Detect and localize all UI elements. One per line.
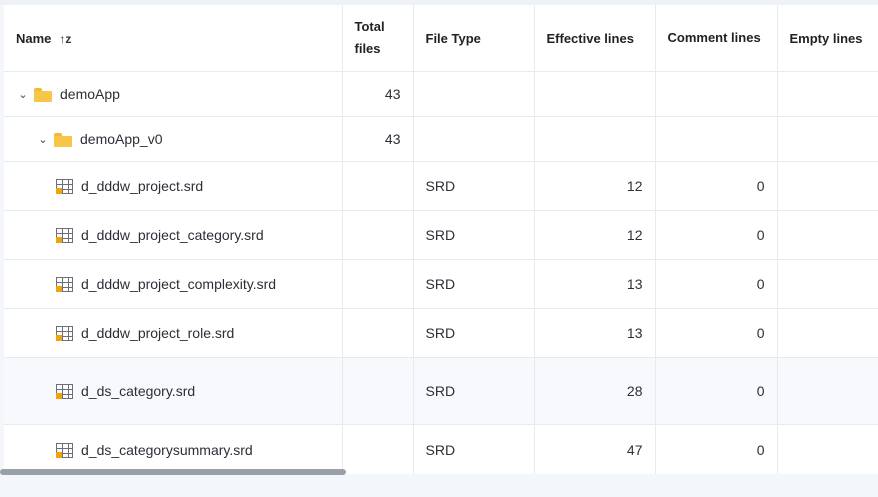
file-stats-table: Name ↑z Total files File Type Effective l… [4, 5, 878, 474]
row-effective-lines: 12 [534, 210, 656, 260]
row-total-files [342, 357, 414, 425]
row-comment-lines: 0 [655, 210, 778, 260]
row-name: demoApp_v0 [80, 131, 163, 147]
row-total-files [342, 161, 414, 211]
row-comment-lines: 0 [655, 308, 778, 358]
sort-icon[interactable]: ↑z [59, 31, 72, 46]
row-name: d_dddw_project_category.srd [81, 227, 264, 243]
row-file-type [413, 71, 535, 117]
row-name: d_dddw_project.srd [81, 178, 204, 194]
horizontal-scrollbar-thumb[interactable] [0, 469, 346, 475]
row-empty-lines [777, 424, 878, 474]
row-empty-lines [777, 210, 878, 260]
row-effective-lines: 13 [534, 259, 656, 309]
folder-icon [54, 132, 72, 147]
row-total-files [342, 210, 414, 260]
row-file-type: SRD [413, 210, 535, 260]
row-file-type [413, 116, 535, 162]
row-total-files: 43 [342, 71, 414, 117]
datawindow-file-icon [56, 383, 73, 399]
datawindow-file-icon [56, 178, 73, 194]
row-empty-lines [777, 357, 878, 425]
row-effective-lines [534, 116, 656, 162]
row-comment-lines: 0 [655, 424, 778, 474]
row-comment-lines: 0 [655, 357, 778, 425]
row-name: d_ds_categorysummary.srd [81, 442, 253, 458]
row-effective-lines: 47 [534, 424, 656, 474]
column-header-comment-lines[interactable]: Comment lines [655, 5, 778, 72]
chevron-down-icon[interactable]: ⌄ [38, 133, 48, 146]
row-name: d_dddw_project_complexity.srd [81, 276, 277, 292]
datawindow-file-icon [56, 325, 73, 341]
row-effective-lines: 13 [534, 308, 656, 358]
row-empty-lines [777, 116, 878, 162]
row-total-files [342, 424, 414, 474]
row-empty-lines [777, 161, 878, 211]
row-effective-lines: 12 [534, 161, 656, 211]
datawindow-file-icon [56, 442, 73, 458]
table-row[interactable]: d_dddw_project_complexity.srd SRD 13 0 [4, 259, 878, 309]
row-file-type: SRD [413, 357, 535, 425]
column-header-effective-lines[interactable]: Effective lines [534, 5, 656, 72]
table-row[interactable]: d_ds_category.srd SRD 28 0 [4, 357, 878, 425]
table-row[interactable]: ⌄ demoApp 43 [4, 71, 878, 117]
row-file-type: SRD [413, 424, 535, 474]
column-header-name-label: Name [16, 30, 52, 46]
row-file-type: SRD [413, 308, 535, 358]
row-comment-lines: 0 [655, 259, 778, 309]
table-row[interactable]: d_dddw_project.srd SRD 12 0 [4, 161, 878, 211]
datawindow-file-icon [56, 276, 73, 292]
column-header-total-files[interactable]: Total files [342, 5, 414, 72]
row-comment-lines: 0 [655, 161, 778, 211]
column-header-empty-lines[interactable]: Empty lines [777, 5, 878, 72]
column-header-file-type[interactable]: File Type [413, 5, 535, 72]
row-comment-lines [655, 71, 778, 117]
row-total-files: 43 [342, 116, 414, 162]
header-row: Name ↑z Total files File Type Effective l… [4, 5, 878, 72]
row-total-files [342, 308, 414, 358]
row-name: d_dddw_project_role.srd [81, 325, 235, 341]
row-name: d_ds_category.srd [81, 383, 196, 399]
row-comment-lines [655, 116, 778, 162]
row-file-type: SRD [413, 259, 535, 309]
row-empty-lines [777, 308, 878, 358]
table-row[interactable]: d_dddw_project_role.srd SRD 13 0 [4, 308, 878, 358]
top-strip [0, 0, 878, 5]
row-file-type: SRD [413, 161, 535, 211]
datawindow-file-icon [56, 227, 73, 243]
chevron-down-icon[interactable]: ⌄ [18, 88, 28, 101]
row-empty-lines [777, 71, 878, 117]
table-row[interactable]: ⌄ demoApp_v0 43 [4, 116, 878, 162]
row-name: demoApp [60, 86, 120, 102]
row-empty-lines [777, 259, 878, 309]
folder-icon [34, 87, 52, 102]
row-effective-lines: 28 [534, 357, 656, 425]
table-row[interactable]: d_ds_categorysummary.srd SRD 47 0 [4, 424, 878, 474]
row-effective-lines [534, 71, 656, 117]
row-total-files [342, 259, 414, 309]
table-row[interactable]: d_dddw_project_category.srd SRD 12 0 [4, 210, 878, 260]
column-header-name[interactable]: Name ↑z [4, 5, 343, 72]
